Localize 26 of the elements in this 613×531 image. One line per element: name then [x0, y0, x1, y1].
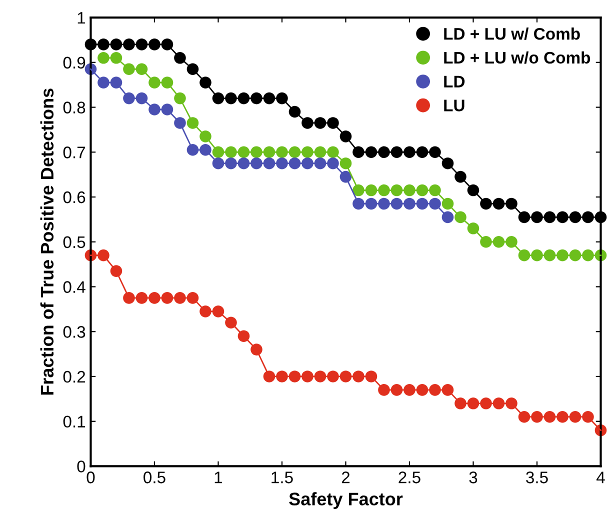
x-axis-title: Safety Factor — [289, 492, 403, 509]
x-tick-label: 2.5 — [398, 472, 420, 484]
legend-label: LD — [444, 76, 465, 88]
y-tick-label: 0.6 — [63, 191, 86, 204]
x-tick-label: 1 — [214, 472, 222, 484]
x-tick-label: 3 — [469, 472, 478, 484]
legend-label: LU — [444, 100, 464, 112]
y-tick-label: 1 — [78, 12, 86, 24]
y-tick-label: 0.5 — [63, 236, 86, 248]
y-tick-label: 0.8 — [63, 102, 86, 114]
x-tick-label: 2 — [342, 472, 350, 484]
y-tick-label: 0.3 — [63, 326, 86, 338]
legend-label: LD + LU w/o Comb — [444, 51, 590, 64]
y-tick-label: 0.7 — [63, 146, 86, 158]
y-tick-label: 0.2 — [63, 370, 86, 383]
y-axis-title: Fraction of True Positive Detections — [40, 88, 54, 395]
legend-label: LD + LU w/ Comb — [444, 28, 580, 40]
x-tick-label: 0.5 — [144, 472, 166, 484]
x-tick-label: 3.5 — [526, 472, 548, 484]
x-tick-label: 4 — [596, 472, 605, 484]
y-tick-label: 0 — [77, 460, 86, 472]
y-tick-label: 0.9 — [63, 56, 86, 69]
y-tick-label: 0.4 — [63, 281, 86, 293]
x-tick-label: 1.5 — [272, 472, 293, 484]
x-tick-label: 0 — [86, 472, 95, 484]
y-tick-label: 0.1 — [63, 416, 86, 428]
